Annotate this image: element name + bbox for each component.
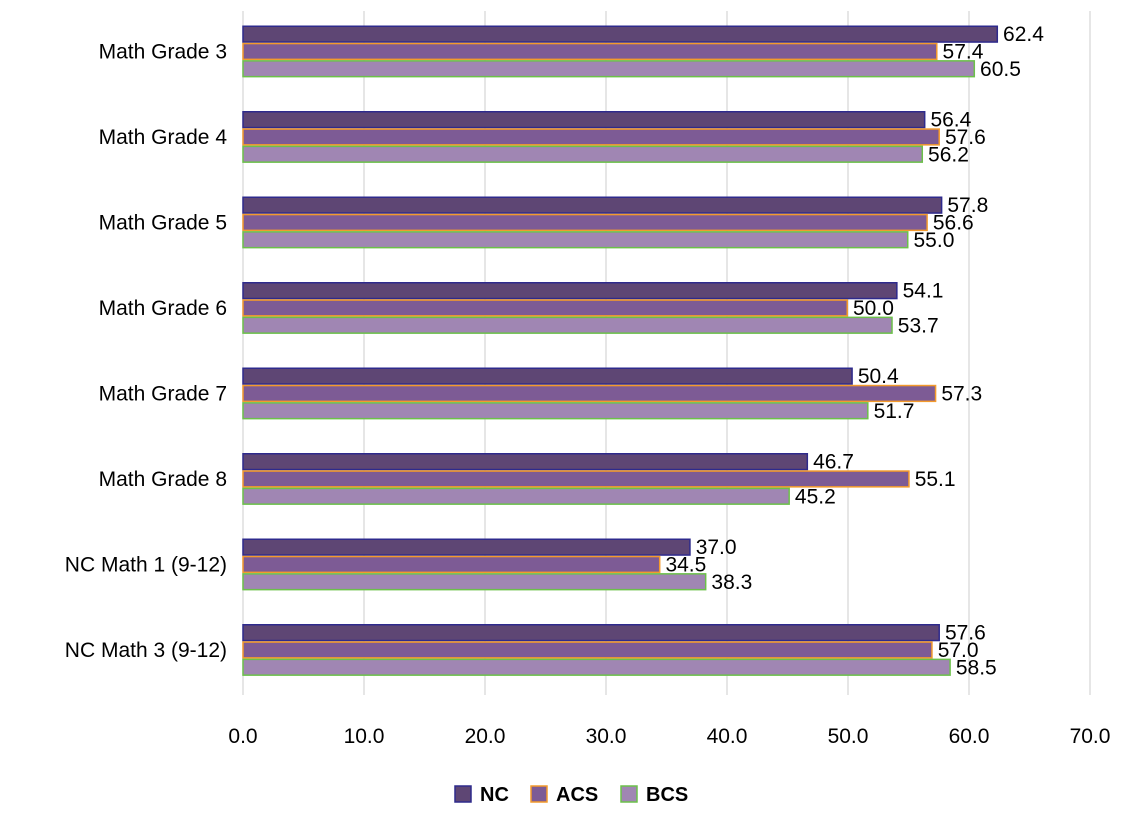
data-label: 53.7 <box>898 314 939 337</box>
bar-acs <box>242 470 910 488</box>
bar-acs <box>242 555 661 574</box>
x-tick-label: 30.0 <box>586 725 627 748</box>
value-axis: 0.0 10.0 20.0 30.0 40.0 50.0 60.0 70.0 <box>228 725 1110 748</box>
bar-bcs <box>242 573 707 591</box>
legend-swatch-acs <box>530 785 548 803</box>
data-label: 57.6 <box>945 126 986 149</box>
data-label: 57.0 <box>938 639 979 662</box>
data-label: 54.1 <box>903 280 944 303</box>
data-label: 50.4 <box>858 365 899 388</box>
category-label: NC Math 3 (9-12) <box>65 639 227 662</box>
legend-label-bcs: BCS <box>646 784 688 806</box>
bar-bcs <box>242 316 893 334</box>
bar-nc <box>242 282 898 300</box>
bar-nc <box>242 367 853 385</box>
bar-nc <box>242 111 926 129</box>
category-label: Math Grade 8 <box>99 468 227 491</box>
data-label: 46.7 <box>813 451 854 474</box>
bar-acs <box>242 299 848 317</box>
data-label: 50.0 <box>853 297 894 320</box>
category-label: Math Grade 6 <box>99 297 227 320</box>
bar-nc <box>242 538 691 556</box>
bar-acs <box>242 641 933 659</box>
data-label: 62.4 <box>1003 23 1044 46</box>
data-label: 55.1 <box>915 468 956 491</box>
legend-label-nc: NC <box>480 784 509 806</box>
data-label: 34.5 <box>665 553 706 576</box>
data-label: 57.8 <box>947 194 988 217</box>
bar-acs <box>242 128 940 146</box>
legend-swatch-nc <box>454 785 472 803</box>
x-tick-label: 50.0 <box>828 725 869 748</box>
bar-acs <box>242 42 938 61</box>
bar-acs <box>242 213 928 232</box>
category-label: NC Math 1 (9-12) <box>65 553 227 576</box>
category-axis: Math Grade 3 Math Grade 4 Math Grade 5 Math… <box>65 40 228 662</box>
category-label: Math Grade 4 <box>99 126 228 149</box>
data-label: 55.0 <box>914 229 955 252</box>
bar-bcs <box>242 402 869 420</box>
data-label: 45.2 <box>795 485 836 508</box>
data-label: 56.2 <box>928 143 969 166</box>
bar-nc <box>242 453 809 471</box>
data-label: 56.4 <box>930 109 971 132</box>
data-label: 38.3 <box>711 571 752 594</box>
category-label: Math Grade 7 <box>99 382 227 405</box>
data-label: 57.4 <box>943 40 984 63</box>
x-tick-label: 0.0 <box>228 725 257 748</box>
category-label: Math Grade 3 <box>99 40 227 63</box>
data-label: 37.0 <box>696 536 737 559</box>
data-labels: 62.457.460.556.457.656.257.856.655.054.1… <box>665 23 1044 679</box>
bar-bcs <box>242 145 924 163</box>
data-label: 58.5 <box>956 656 997 679</box>
bar-acs <box>242 384 937 403</box>
data-label: 60.5 <box>980 58 1021 81</box>
bar-bcs <box>242 487 790 505</box>
x-tick-label: 70.0 <box>1070 725 1111 748</box>
data-label: 57.6 <box>945 622 986 645</box>
bars <box>242 25 999 676</box>
bar-bcs <box>242 658 951 676</box>
bar-nc <box>242 25 999 43</box>
x-tick-label: 20.0 <box>465 725 506 748</box>
bar-nc <box>242 624 940 642</box>
data-label: 56.6 <box>933 211 974 234</box>
legend: NC ACS BCS <box>454 784 688 806</box>
data-label: 57.3 <box>941 382 982 405</box>
legend-label-acs: ACS <box>556 784 598 806</box>
bar-nc <box>242 196 943 214</box>
x-tick-label: 40.0 <box>707 725 748 748</box>
data-label: 51.7 <box>874 400 915 423</box>
bar-bcs <box>242 231 909 249</box>
bar-bcs <box>242 60 976 78</box>
x-tick-label: 60.0 <box>949 725 990 748</box>
x-tick-label: 10.0 <box>344 725 385 748</box>
category-label: Math Grade 5 <box>99 211 227 234</box>
legend-swatch-bcs <box>620 785 638 803</box>
